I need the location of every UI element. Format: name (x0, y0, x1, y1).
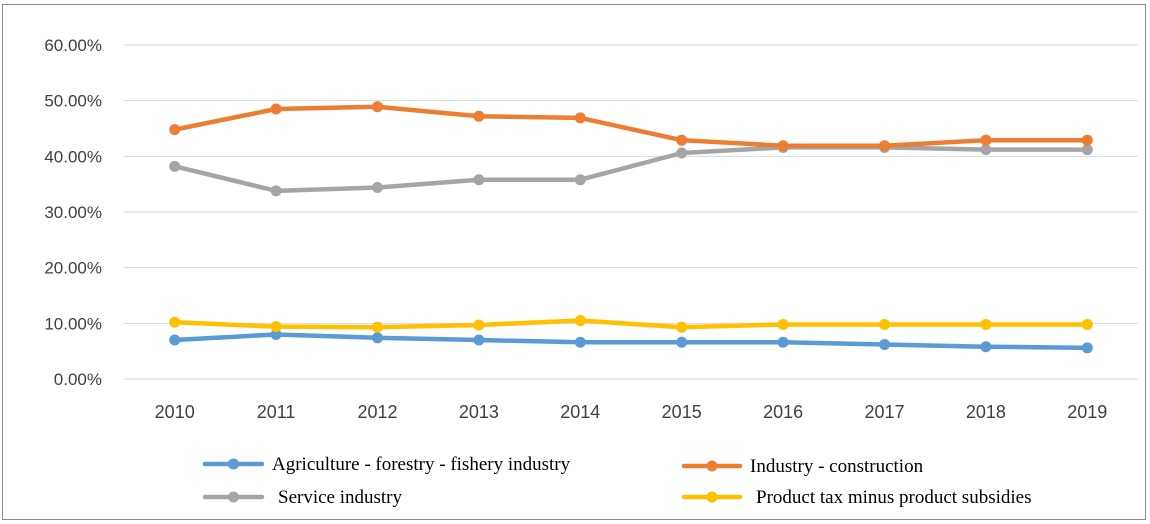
data-point (473, 334, 485, 346)
legend-label: Agriculture - forestry - fishery industr… (272, 454, 571, 475)
x-tick-label: 2019 (1067, 402, 1107, 422)
data-point (574, 174, 586, 186)
data-point (980, 318, 992, 330)
y-tick-label: 10.00% (44, 314, 102, 333)
legend-item: Product tax minus product subsidies (681, 487, 1031, 508)
y-tick-label: 30.00% (44, 203, 102, 222)
data-point (372, 332, 383, 344)
x-tick-label: 2013 (459, 402, 499, 422)
y-tick-label: 20.00% (44, 259, 102, 278)
data-point (473, 174, 485, 186)
data-point (777, 318, 789, 330)
legend-swatch-marker (228, 458, 239, 470)
series-2 (169, 101, 1093, 152)
x-tick-label: 2017 (864, 402, 904, 422)
data-point (169, 124, 181, 136)
legend: Agriculture - forestry - fishery industr… (202, 454, 1031, 508)
data-point (777, 336, 789, 348)
data-point (169, 316, 181, 328)
data-point (270, 103, 282, 115)
legend-swatch-marker (706, 491, 718, 503)
data-point (777, 140, 789, 152)
data-point (1081, 342, 1093, 354)
legend-swatch-marker (706, 460, 718, 472)
y-tick-label: 40.00% (44, 147, 102, 166)
data-point (372, 321, 383, 333)
y-tick-label: 0.00% (54, 370, 102, 389)
legend-item: Agriculture - forestry - fishery industr… (202, 454, 571, 475)
data-point (676, 147, 688, 159)
series-4 (169, 315, 1093, 333)
data-point (1081, 144, 1093, 156)
data-point (270, 321, 282, 333)
data-point (676, 336, 688, 348)
data-point (169, 334, 181, 346)
y-axis-ticks: 0.00% 10.00% 20.00% 30.00% 40.00% 50.00% 60.00… (44, 36, 102, 389)
x-tick-label: 2012 (357, 402, 397, 422)
x-tick-label: 2014 (560, 402, 600, 422)
legend-label: Product tax minus product subsidies (756, 487, 1031, 508)
series-line (172, 104, 1090, 149)
data-point (270, 328, 282, 340)
data-point (980, 144, 992, 156)
chart-frame (2, 4, 1146, 520)
data-point (879, 318, 890, 330)
series-3 (169, 141, 1093, 197)
data-point (980, 134, 992, 146)
series-line (172, 332, 1090, 351)
series-1 (169, 328, 1093, 354)
x-tick-label: 2011 (257, 402, 296, 422)
data-point (574, 112, 586, 124)
y-tick-label: 60.00% (44, 36, 102, 55)
series-lines (169, 101, 1093, 354)
y-tick-label: 50.00% (44, 92, 102, 111)
data-point (1081, 318, 1093, 330)
data-point (270, 185, 282, 197)
legend-label: Service industry (278, 487, 403, 508)
data-point (574, 315, 586, 327)
x-tick-label: 2015 (662, 402, 702, 422)
data-point (473, 110, 485, 122)
legend-swatch-marker (228, 491, 239, 503)
data-point (879, 140, 890, 152)
data-point (676, 134, 688, 146)
data-point (1081, 134, 1093, 146)
legend-item: Service industry (202, 487, 403, 508)
series-line (172, 145, 1090, 194)
data-point (372, 101, 383, 113)
data-point (473, 319, 485, 331)
data-point (980, 341, 992, 353)
data-point (372, 182, 383, 194)
x-tick-label: 2010 (155, 402, 195, 422)
series-line (172, 318, 1090, 330)
data-point (676, 321, 688, 333)
legend-item: Industry - construction (681, 456, 924, 477)
legend-label: Industry - construction (750, 456, 924, 477)
x-tick-label: 2018 (966, 402, 1006, 422)
data-point (574, 336, 586, 348)
data-point (879, 338, 890, 350)
x-tick-label: 2016 (763, 402, 803, 422)
x-axis-ticks: 2010 2011 2012 2013 2014 2015 2016 2017 2018 2019 (155, 402, 1108, 422)
data-point (169, 160, 181, 172)
